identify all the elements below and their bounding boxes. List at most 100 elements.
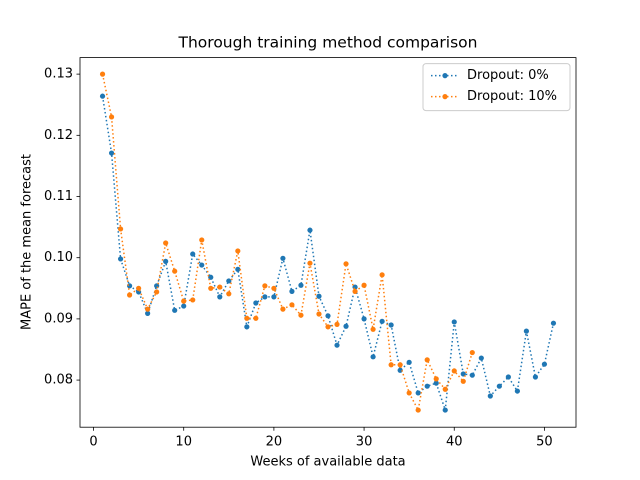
point (442, 386, 448, 392)
point (406, 390, 412, 396)
point (532, 374, 539, 380)
point (190, 297, 196, 303)
point (99, 71, 106, 77)
point (397, 367, 403, 373)
point (235, 266, 241, 272)
point (208, 285, 214, 291)
point (388, 322, 394, 328)
point (343, 323, 349, 329)
point (226, 278, 232, 284)
point (388, 362, 394, 368)
point (253, 315, 259, 321)
point (442, 407, 448, 413)
series-line (101, 73, 474, 413)
point (99, 93, 106, 99)
point (307, 260, 313, 266)
point (108, 114, 115, 120)
point (352, 288, 358, 294)
point (208, 274, 214, 280)
point (433, 380, 439, 386)
point (244, 315, 250, 321)
legend-label: Dropout: 10% (467, 89, 557, 104)
point (334, 342, 340, 348)
point (235, 248, 241, 254)
point (415, 407, 421, 413)
point (226, 291, 232, 297)
point (244, 324, 250, 330)
plot-frame (79, 57, 577, 428)
point (325, 313, 331, 319)
y-tick-label: 0.09 (44, 311, 73, 326)
point (469, 372, 475, 378)
point (451, 368, 457, 374)
y-tick-label: 0.11 (44, 189, 73, 204)
x-tick-label: 10 (175, 435, 192, 450)
point (145, 310, 151, 316)
y-tick-label: 0.12 (44, 128, 73, 143)
point (253, 300, 259, 306)
point (280, 255, 286, 261)
point (370, 326, 376, 332)
point (127, 292, 133, 298)
point (487, 393, 493, 399)
chart-title: Thorough training method comparison (178, 34, 478, 52)
y-tick-label: 0.10 (44, 250, 73, 265)
x-axis-label: Weeks of available data (250, 455, 405, 470)
point (108, 150, 115, 156)
point (163, 240, 169, 246)
point (289, 288, 295, 294)
x-tick-label: 20 (266, 435, 283, 450)
point (316, 311, 322, 317)
point (379, 318, 385, 324)
x-tick-label: 0 (89, 435, 97, 450)
point (298, 312, 304, 318)
point (334, 321, 340, 327)
point (523, 328, 530, 334)
series-line (101, 96, 555, 411)
legend-label: Dropout: 0% (467, 68, 549, 83)
y-tick-label: 0.13 (44, 67, 73, 82)
y-axis-label: MAPE of the mean forecast (20, 154, 35, 330)
legend-marker (442, 94, 448, 100)
point (550, 320, 557, 326)
point (172, 307, 178, 313)
point (298, 282, 304, 288)
point (361, 282, 367, 288)
point (117, 256, 124, 262)
point (181, 303, 187, 309)
point (190, 251, 196, 257)
point (424, 357, 430, 363)
point (181, 298, 187, 304)
point (271, 294, 277, 300)
point (154, 289, 160, 295)
point (289, 302, 295, 308)
point (316, 293, 322, 299)
point (217, 284, 223, 290)
point (424, 383, 430, 389)
point (307, 227, 313, 233)
point (505, 374, 511, 380)
point (514, 388, 520, 394)
point (379, 272, 385, 278)
point (325, 324, 331, 330)
point (361, 316, 367, 322)
point (397, 362, 403, 368)
point (136, 285, 142, 291)
y-tick-label: 0.08 (44, 373, 73, 388)
point (469, 349, 475, 356)
point (370, 354, 376, 360)
legend-marker (442, 73, 448, 79)
point (406, 359, 412, 365)
point (145, 306, 151, 312)
point (280, 306, 286, 312)
x-tick-label: 30 (356, 435, 373, 450)
x-tick-label: 40 (446, 435, 463, 450)
point (117, 226, 124, 232)
point (262, 294, 268, 300)
legend-box (422, 63, 571, 112)
point (343, 261, 349, 267)
point (415, 390, 421, 396)
point (262, 283, 268, 289)
point (496, 383, 502, 389)
point (199, 237, 205, 243)
